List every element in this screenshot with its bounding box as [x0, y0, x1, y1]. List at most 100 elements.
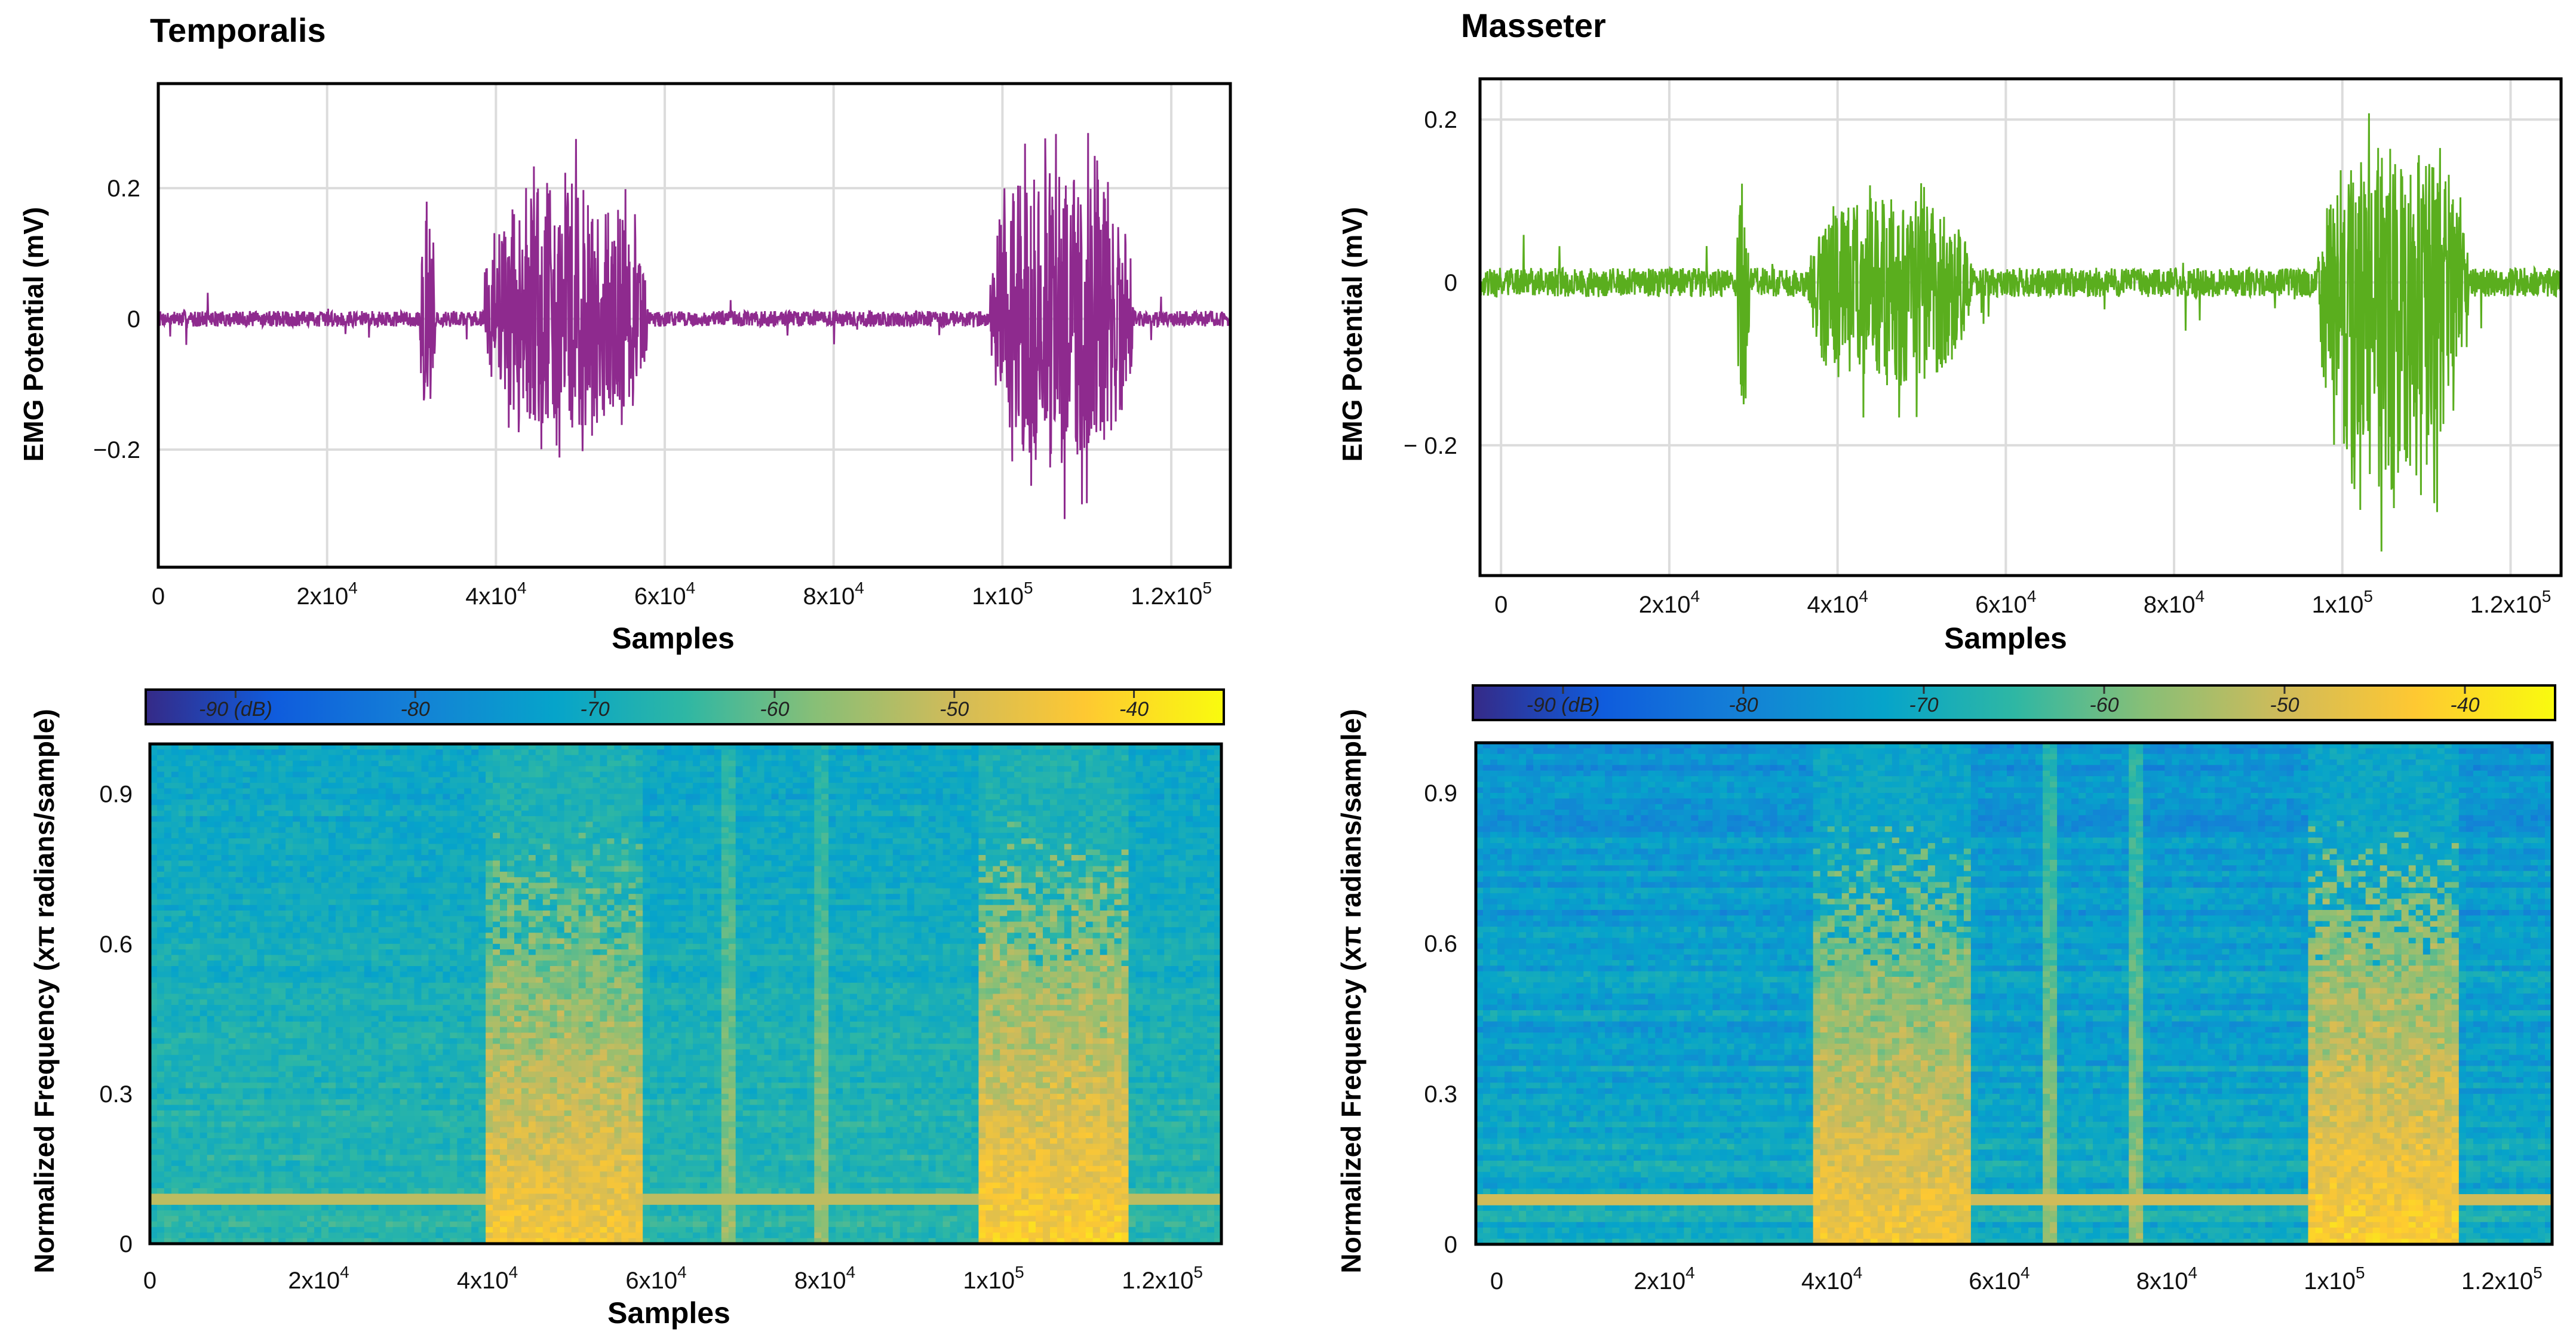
spectrogram-cell	[428, 827, 437, 834]
spectrogram-cell	[378, 827, 386, 834]
spectrogram-cell	[349, 1232, 358, 1239]
spectrogram-cell	[443, 949, 451, 956]
spectrogram-cell	[207, 1133, 215, 1139]
spectrogram-cell	[414, 1165, 422, 1172]
spectrogram-cell	[507, 1022, 515, 1028]
spectrogram-cell	[257, 1105, 265, 1111]
spectrogram-cell	[400, 894, 408, 900]
spectrogram-cell	[321, 1232, 329, 1239]
spectrogram-cell	[150, 933, 158, 939]
spectrogram-cell	[428, 1093, 437, 1100]
spectrogram-cell	[314, 1105, 322, 1111]
spectrogram-cell	[478, 822, 486, 828]
spectrogram-cell	[185, 1149, 194, 1155]
spectrogram-cell	[150, 1155, 158, 1161]
spectrogram-cell	[378, 899, 386, 906]
spectrogram-cell	[228, 1082, 237, 1089]
spectrogram-cell	[364, 771, 372, 778]
spectrogram-cell	[314, 1216, 322, 1222]
spectrogram-cell	[507, 755, 515, 761]
spectrogram-cell	[214, 1027, 222, 1034]
spectrogram-cell	[349, 805, 358, 811]
spectrogram-cell	[192, 860, 201, 867]
spectrogram-cell	[357, 838, 365, 845]
spectrogram-cell	[150, 822, 158, 828]
spectrogram-cell	[457, 1016, 465, 1022]
spectrogram-cell	[378, 744, 386, 751]
spectrogram-cell	[278, 1171, 287, 1178]
spectrogram-cell	[435, 1177, 444, 1183]
spectrogram-cell	[264, 777, 272, 783]
spectrogram-cell	[192, 1204, 201, 1211]
spectrogram-cell	[528, 1010, 536, 1017]
spectrogram-cell	[257, 1038, 265, 1044]
spectrogram-cell	[357, 905, 365, 911]
spectrogram-cell	[378, 938, 386, 945]
spectrogram-cell	[493, 933, 501, 939]
spectrogram-cell	[192, 799, 201, 806]
spectrogram-cell	[535, 938, 544, 945]
spectrogram-cell	[235, 1088, 244, 1094]
spectrogram-cell	[214, 1143, 222, 1150]
spectrogram-cell	[157, 1049, 165, 1056]
spectrogram-cell	[435, 788, 444, 795]
spectrogram-cell	[521, 1138, 529, 1145]
spectrogram-cell	[157, 810, 165, 817]
spectrogram-cell	[435, 755, 444, 761]
spectrogram-cell	[307, 877, 315, 884]
spectrogram-cell	[257, 1032, 265, 1039]
spectrogram-cell	[414, 771, 422, 778]
spectrogram-cell	[364, 938, 372, 945]
spectrogram-cell	[464, 810, 472, 817]
spectrogram-cell	[321, 1210, 329, 1217]
spectrogram-cell	[185, 1010, 194, 1017]
spectrogram-cell	[293, 744, 300, 751]
spectrogram-cell	[464, 1238, 472, 1244]
spectrogram-cell	[164, 1238, 172, 1244]
spectrogram-cell	[528, 888, 536, 894]
spectrogram-cell	[443, 1221, 451, 1228]
spectrogram-cell	[385, 832, 394, 839]
spectrogram-cell	[364, 1160, 372, 1167]
spectrogram-cell	[378, 749, 386, 756]
spectrogram-cell	[250, 999, 258, 1005]
spectrogram-cell	[199, 1121, 208, 1128]
spectrogram-cell	[357, 1182, 365, 1189]
spectrogram-cell	[321, 1171, 329, 1178]
spectrogram-cell	[285, 783, 293, 789]
spectrogram-cell	[514, 1066, 522, 1072]
spectrogram-cell	[242, 794, 251, 800]
spectrogram-cell	[500, 849, 508, 856]
spectrogram-cell	[150, 877, 158, 884]
spectrogram-cell	[493, 977, 501, 983]
spectrogram-cell	[321, 960, 329, 967]
spectrogram-cell	[507, 832, 515, 839]
spectrogram-cell	[185, 1182, 194, 1189]
spectrogram-cell	[250, 882, 258, 889]
spectrogram-cell	[264, 794, 272, 800]
spectrogram-cell	[199, 1204, 208, 1211]
spectrogram-cell	[486, 766, 493, 773]
spectrogram-cell	[528, 810, 536, 817]
spectrogram-cell	[178, 1032, 186, 1039]
spectrogram-cell	[235, 1066, 244, 1072]
spectrogram-cell	[242, 999, 251, 1005]
spectrogram-cell	[157, 860, 165, 867]
spectrogram-cell	[228, 1066, 237, 1072]
spectrogram-cell	[250, 1127, 258, 1133]
spectrogram-cell	[264, 1138, 272, 1145]
spectrogram-cell	[150, 1127, 158, 1133]
spectrogram-cell	[242, 1160, 251, 1167]
spectrogram-cell	[528, 877, 536, 884]
spectrogram-cell	[164, 799, 172, 806]
spectrogram-cell	[364, 1082, 372, 1089]
spectrogram-cell	[228, 1221, 237, 1228]
spectrogram-cell	[421, 927, 429, 933]
spectrogram-cell	[535, 805, 544, 811]
spectrogram-cell	[464, 988, 472, 995]
spectrogram-cell	[214, 1199, 222, 1205]
spectrogram-cell	[349, 988, 358, 995]
spectrogram-cell	[400, 871, 408, 878]
spectrogram-cell	[342, 1116, 351, 1122]
spectrogram-cell	[157, 1038, 165, 1044]
